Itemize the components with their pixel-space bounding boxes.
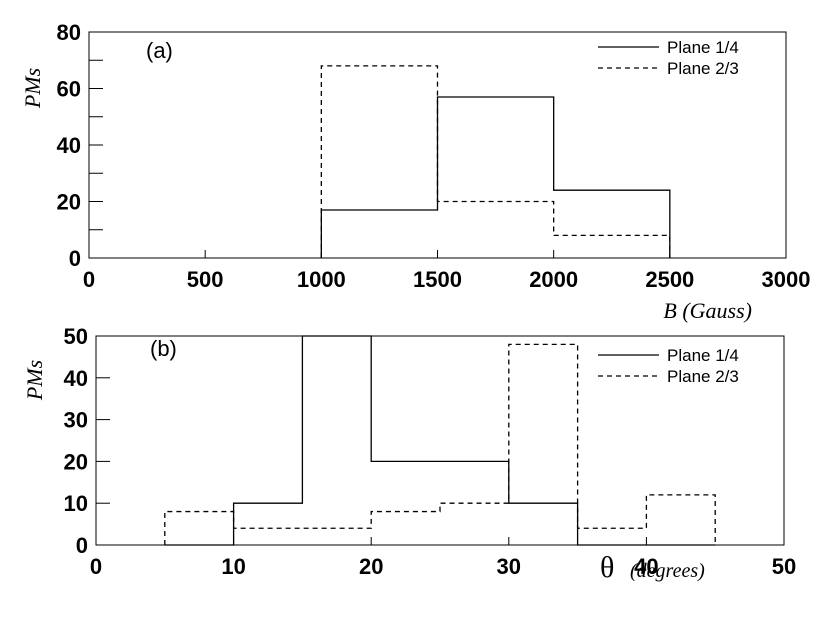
x-axis-label-unit: (degrees) bbox=[630, 560, 705, 582]
legend-label: Plane 2/3 bbox=[667, 59, 739, 78]
x-tick-label: 1500 bbox=[413, 267, 462, 292]
x-tick-label: 3000 bbox=[762, 267, 811, 292]
y-tick-label: 50 bbox=[64, 324, 88, 349]
x-tick-label: 0 bbox=[83, 267, 95, 292]
x-tick-label: 2000 bbox=[529, 267, 578, 292]
y-tick-label: 10 bbox=[64, 491, 88, 516]
x-tick-label: 20 bbox=[359, 554, 383, 579]
chart-panel-1: 0 20 40 60 80 0 500 1000 1500 2000 2500 3000 Plane 1… bbox=[20, 20, 810, 323]
y-tick-label: 80 bbox=[57, 20, 81, 45]
x-tick-label: 30 bbox=[497, 554, 521, 579]
y-tick-label: 40 bbox=[64, 366, 88, 391]
y-tick-label: 30 bbox=[64, 408, 88, 433]
x-tick-label: 500 bbox=[187, 267, 224, 292]
series-line-plane-1-4 bbox=[320, 96, 671, 258]
x-tick-label: 0 bbox=[90, 554, 102, 579]
y-tick-label: 20 bbox=[64, 449, 88, 474]
y-tick-label: 20 bbox=[57, 190, 81, 215]
y-tick-label: 40 bbox=[57, 133, 81, 158]
x-tick-label: 50 bbox=[772, 554, 796, 579]
panel-label: (a) bbox=[146, 38, 173, 63]
legend-label: Plane 1/4 bbox=[667, 38, 739, 57]
x-tick-label: 2500 bbox=[645, 267, 694, 292]
y-axis-label: PMs bbox=[20, 68, 45, 109]
panel-label: (b) bbox=[150, 336, 177, 361]
y-tick-label: 0 bbox=[76, 533, 88, 558]
plot-frame bbox=[95, 335, 785, 546]
series-line-plane-1-4 bbox=[164, 335, 716, 546]
y-axis-label: PMs bbox=[22, 360, 47, 401]
x-axis-label: B (Gauss) bbox=[663, 298, 752, 323]
x-tick-label: 10 bbox=[221, 554, 245, 579]
y-tick-label: 60 bbox=[57, 77, 81, 102]
legend-label: Plane 1/4 bbox=[667, 346, 739, 365]
legend-label: Plane 2/3 bbox=[667, 367, 739, 386]
x-tick-label: 1000 bbox=[297, 267, 346, 292]
series-line-plane-2-3 bbox=[320, 65, 671, 258]
chart-panel-2: 0 10 20 30 40 50 0 10 20 30 40 50 Plane 1/4 Plane 2/3… bbox=[22, 324, 796, 584]
y-tick-label: 0 bbox=[69, 246, 81, 271]
x-tick-label: 40 bbox=[634, 554, 658, 579]
legend: Plane 1/4 Plane 2/3 bbox=[598, 346, 739, 386]
legend: Plane 1/4 Plane 2/3 bbox=[598, 38, 739, 78]
series-line-plane-2-3 bbox=[164, 343, 716, 545]
x-axis-label-symbol: θ bbox=[600, 551, 614, 584]
